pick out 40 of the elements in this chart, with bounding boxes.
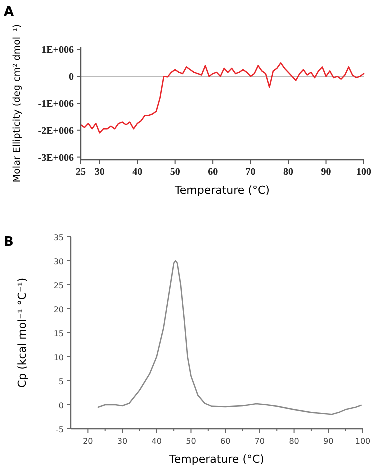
x-tick-label: 50 (186, 437, 196, 446)
x-axis-title: Temperature (°C) (168, 453, 264, 466)
x-tick-label: 30 (94, 167, 105, 178)
x-tick-label: 25 (76, 167, 86, 178)
y-tick-label: 30 (54, 258, 64, 266)
y-tick-label: 1E+006 (42, 45, 74, 56)
x-tick-label: 70 (254, 437, 266, 446)
x-tick-label: 60 (220, 437, 231, 446)
x-tick-label: 50 (170, 167, 180, 178)
x-axis-title: Temperature (°C) (174, 184, 270, 197)
x-tick-label: 20 (83, 437, 94, 446)
x-tick-label: 100 (355, 437, 371, 446)
x-tick-label: 40 (152, 437, 162, 446)
x-tick-label: 80 (284, 167, 294, 178)
y-tick-label: 5 (58, 378, 64, 386)
x-tick-label: 30 (117, 437, 128, 446)
y-tick-label: 15 (54, 330, 64, 338)
x-tick-label: 90 (324, 437, 334, 446)
y-tick-label: 20 (54, 306, 64, 314)
y-tick-label: 10 (54, 354, 64, 362)
x-tick-label: 80 (289, 437, 300, 446)
x-tick-label: 40 (132, 167, 143, 178)
y-tick-label: 25 (54, 282, 64, 290)
line-series (80, 62, 365, 134)
x-tick-label: 70 (246, 167, 256, 178)
y-tick-label: -1E+006 (38, 99, 74, 110)
y-tick-label: 35 (54, 234, 64, 242)
chart-title: A (4, 5, 14, 20)
y-tick-label: 0 (58, 402, 64, 410)
x-tick-label: 60 (208, 167, 218, 178)
y-axis-title: Molar Ellipticity (deg cm² dmol⁻¹) (12, 24, 23, 183)
line-series (98, 260, 362, 416)
chart-title: B (4, 235, 14, 250)
y-tick-label: 0 (69, 72, 74, 84)
y-tick-label: -3E+006 (38, 152, 74, 164)
x-tick-label: 90 (321, 167, 332, 178)
x-tick-label: 100 (356, 167, 372, 178)
y-tick-label: -2E+006 (38, 126, 74, 137)
y-axis-title: Cp (kcal mol⁻¹ °C⁻¹) (16, 278, 29, 388)
y-tick-label: -5 (56, 426, 64, 434)
